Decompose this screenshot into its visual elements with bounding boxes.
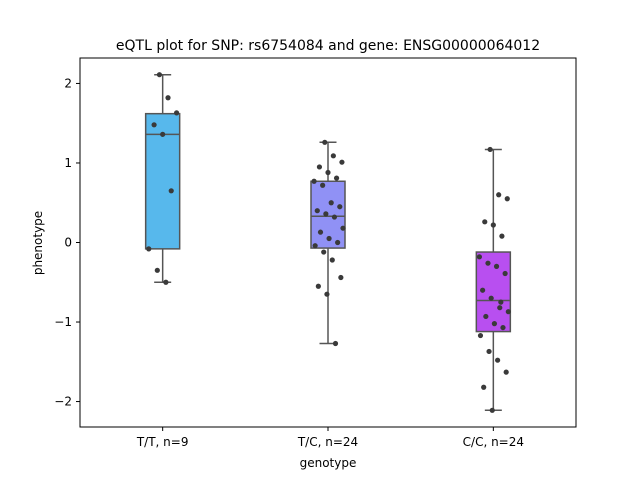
x-tick-label: T/T, n=9 [136,435,189,449]
data-point [505,309,511,315]
data-point [323,211,329,217]
data-point [333,175,340,181]
y-tick-label: 2 [64,76,72,90]
data-point [481,384,487,390]
data-point [482,219,488,225]
data-point [476,254,483,260]
data-point [317,229,324,235]
data-point [491,321,498,327]
data-point [314,208,320,214]
data-point [339,159,345,165]
y-tick-label: −2 [54,395,72,409]
data-point [154,267,160,273]
data-point [503,369,509,375]
data-point [326,235,332,242]
y-tick-label: 1 [64,156,72,170]
data-point [497,305,503,311]
data-point [322,139,328,145]
data-point [489,407,495,413]
x-tick-label: T/C, n=24 [297,435,358,449]
y-axis-label: phenotype [31,211,45,275]
data-point [160,131,166,137]
chart-title: eQTL plot for SNP: rs6754084 and gene: E… [116,38,540,54]
data-point [325,169,331,176]
data-point [312,243,318,249]
data-point [495,357,501,363]
data-point [315,283,321,289]
data-point [311,178,317,184]
data-point [331,214,338,220]
data-point [504,196,510,202]
data-point [324,291,330,297]
data-point [146,246,152,252]
data-point [329,257,335,263]
data-point [316,164,323,170]
data-point [498,299,504,305]
data-point [330,153,336,159]
data-point [480,287,486,293]
x-tick-label: C/C, n=24 [463,435,524,449]
data-point [490,222,496,228]
data-point [328,200,334,206]
data-point [493,263,500,269]
data-point [332,340,339,347]
data-point [156,72,163,78]
data-point [483,313,489,320]
y-tick-label: 0 [64,236,72,250]
data-point [165,95,171,101]
data-point [499,233,505,239]
data-point [340,225,346,231]
plot-area [144,72,512,413]
data-point [485,260,491,266]
data-point [173,110,180,116]
data-point [488,295,494,301]
data-point [486,348,492,355]
axes: −2 −1 0 1 2 T/T, n=9 T/C, n=24 C/C, n=24 [54,57,577,449]
data-point [321,249,327,255]
data-point [337,204,343,210]
data-point [477,332,484,339]
data-point [151,122,157,128]
data-point [168,188,174,194]
data-point [502,270,508,277]
data-point [335,239,341,246]
data-point [338,274,344,281]
data-point [163,279,169,285]
y-tick-label: −1 [54,315,72,329]
x-axis-label: genotype [300,456,357,470]
data-point [500,324,506,331]
data-point [487,146,493,153]
data-point [320,182,326,188]
data-point [496,192,502,198]
